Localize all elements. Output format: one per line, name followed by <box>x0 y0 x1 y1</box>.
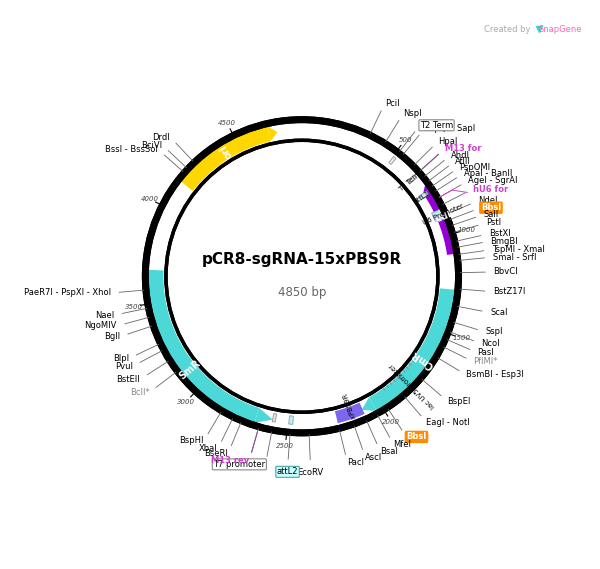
Text: SmaI - SrfI: SmaI - SrfI <box>493 253 536 262</box>
Polygon shape <box>289 416 293 424</box>
Polygon shape <box>407 175 416 184</box>
Polygon shape <box>419 191 429 200</box>
Text: NgoMIV: NgoMIV <box>85 321 117 331</box>
Text: BspEI: BspEI <box>448 397 470 406</box>
Text: EagI - NotI: EagI - NotI <box>426 418 470 427</box>
Text: AscI: AscI <box>365 452 383 461</box>
Polygon shape <box>267 126 277 141</box>
Text: BsaI: BsaI <box>380 447 398 456</box>
Text: BbvCI: BbvCI <box>493 267 518 277</box>
Text: BglI: BglI <box>104 332 120 341</box>
Text: AhdI: AhdI <box>451 151 470 160</box>
Text: DrdI: DrdI <box>152 133 170 142</box>
Text: BstZ17I: BstZ17I <box>493 287 525 296</box>
Text: 4500: 4500 <box>218 119 236 126</box>
Polygon shape <box>423 185 434 193</box>
Polygon shape <box>148 270 259 423</box>
Text: NdeI: NdeI <box>478 196 497 205</box>
Text: BcII*: BcII* <box>130 388 149 397</box>
Text: TspMI - XmaI: TspMI - XmaI <box>491 245 545 254</box>
Text: 2500: 2500 <box>277 443 295 450</box>
Text: BciVI: BciVI <box>141 141 163 150</box>
Text: PflMI*: PflMI* <box>473 357 498 366</box>
Text: EcoRV: EcoRV <box>298 468 323 477</box>
Text: BstEII: BstEII <box>116 374 140 384</box>
Text: T1 Term: T1 Term <box>397 170 422 193</box>
Text: BseRI: BseRI <box>204 448 228 457</box>
Text: ori: ori <box>218 142 235 160</box>
Text: XbaI: XbaI <box>199 444 218 453</box>
Text: BspHI: BspHI <box>179 436 204 446</box>
Text: BssI - BssSoI: BssI - BssSoI <box>105 145 158 154</box>
Text: 4000: 4000 <box>140 196 158 202</box>
Text: attL2: attL2 <box>277 467 298 476</box>
Text: 2000: 2000 <box>382 419 400 425</box>
Polygon shape <box>181 126 271 191</box>
Polygon shape <box>145 119 458 433</box>
Text: 500: 500 <box>398 137 412 143</box>
Text: SmR: SmR <box>177 358 202 382</box>
Text: BsmBI - Esp3I: BsmBI - Esp3I <box>466 370 524 380</box>
Text: PaeR7I - PspXI - XhoI: PaeR7I - PspXI - XhoI <box>24 288 111 298</box>
Text: pCR8-sgRNA-15xPBS9R: pCR8-sgRNA-15xPBS9R <box>202 252 402 267</box>
Text: AflII: AflII <box>455 156 471 166</box>
Text: NcoI: NcoI <box>481 339 500 348</box>
Text: hU6 for: hU6 for <box>473 184 508 193</box>
Polygon shape <box>423 186 460 255</box>
Polygon shape <box>145 119 458 433</box>
Text: 1500: 1500 <box>452 336 470 341</box>
Text: lac UV5 promoter: lac UV5 promoter <box>389 362 436 410</box>
Text: BlpI: BlpI <box>113 354 129 363</box>
Polygon shape <box>254 408 273 423</box>
Text: SalI: SalI <box>484 210 499 219</box>
Polygon shape <box>272 414 277 422</box>
Text: M13 rev: M13 rev <box>211 456 249 465</box>
Polygon shape <box>335 403 365 423</box>
Text: 1000: 1000 <box>457 227 475 233</box>
Text: ApaI - BanII: ApaI - BanII <box>464 169 512 178</box>
Text: T7 promoter: T7 promoter <box>213 460 265 469</box>
Text: AgeI - SgrAI: AgeI - SgrAI <box>468 176 518 185</box>
Polygon shape <box>431 208 446 222</box>
Text: NaeI: NaeI <box>95 311 114 320</box>
Text: PspOMI: PspOMI <box>460 163 491 172</box>
Text: BspQI - SapI: BspQI - SapI <box>424 125 476 133</box>
Text: BbsI: BbsI <box>406 432 427 442</box>
Text: U6 Promoter: U6 Promoter <box>422 203 464 226</box>
Text: 3500: 3500 <box>125 303 143 310</box>
Text: BbsI: BbsI <box>481 203 501 212</box>
Text: BstXI: BstXI <box>489 229 511 238</box>
Text: SspI: SspI <box>485 327 503 336</box>
Text: attL1: attL1 <box>413 190 431 205</box>
Text: BmgBI: BmgBI <box>490 237 518 246</box>
Text: ScaI: ScaI <box>490 308 508 317</box>
Text: 15xPBS9R: 15xPBS9R <box>341 391 359 426</box>
Text: CmR: CmR <box>409 348 435 370</box>
Text: PstI: PstI <box>486 218 501 228</box>
Text: PvuI: PvuI <box>115 362 133 371</box>
Text: T2 Term: T2 Term <box>420 121 453 130</box>
Text: 3000: 3000 <box>177 399 195 405</box>
Text: ccdB: ccdB <box>431 209 456 226</box>
Polygon shape <box>369 288 455 411</box>
Text: SnapGene: SnapGene <box>539 24 582 34</box>
Text: PciI: PciI <box>385 99 400 108</box>
Text: 4850 bp: 4850 bp <box>278 286 326 299</box>
Text: PasI: PasI <box>478 348 494 357</box>
Text: HpaI: HpaI <box>438 137 457 146</box>
Text: MfeI: MfeI <box>394 440 412 449</box>
Text: Created by: Created by <box>484 24 533 34</box>
Text: PacI: PacI <box>347 458 364 467</box>
Text: M13 for: M13 for <box>445 144 481 153</box>
Polygon shape <box>362 397 377 411</box>
Text: NspI: NspI <box>403 109 422 118</box>
Polygon shape <box>389 156 396 164</box>
